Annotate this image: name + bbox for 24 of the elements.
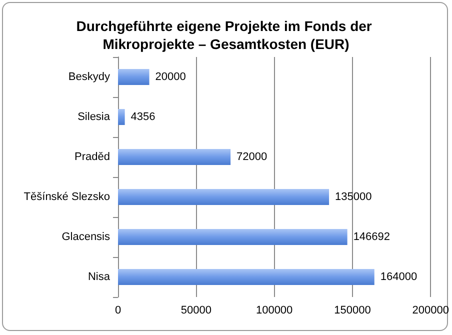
y-tick-label: Těšínské Slezsko bbox=[24, 191, 110, 203]
bar bbox=[118, 229, 348, 245]
data-label: 4356 bbox=[130, 111, 156, 123]
y-tick-label: Silesia bbox=[78, 111, 111, 123]
data-label: 72000 bbox=[236, 151, 268, 163]
data-label: 146692 bbox=[353, 231, 390, 243]
bar bbox=[118, 189, 330, 205]
data-label: 135000 bbox=[335, 191, 372, 203]
bar bbox=[118, 69, 150, 85]
x-tick-label: 0 bbox=[114, 304, 122, 316]
x-tick-label: 150000 bbox=[334, 304, 371, 316]
y-tick-label: Glacensis bbox=[62, 231, 110, 243]
bar bbox=[118, 109, 125, 125]
y-tick-label: Praděd bbox=[74, 151, 110, 163]
x-tick-label: 50000 bbox=[180, 304, 212, 316]
chart-title: Durchgeführte eigene Projekte im Fonds der Mikroprojekte – Gesamtkosten (EUR) bbox=[76, 18, 376, 52]
bar bbox=[118, 149, 231, 165]
bar bbox=[118, 269, 374, 285]
data-label: 20000 bbox=[155, 71, 186, 83]
x-tick-label: 100000 bbox=[256, 304, 293, 316]
y-tick-label: Beskydy bbox=[68, 71, 110, 83]
y-tick-label: Nisa bbox=[88, 271, 111, 283]
data-label: 164000 bbox=[380, 271, 418, 283]
x-tick-label: 200000 bbox=[412, 304, 450, 316]
